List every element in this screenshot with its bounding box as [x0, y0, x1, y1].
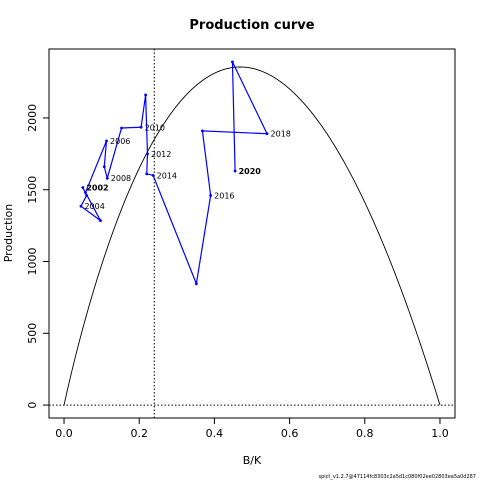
- chart-title: Production curve: [189, 18, 314, 33]
- series-point: [231, 60, 234, 64]
- x-tick-label: 0.4: [206, 427, 224, 440]
- point-year-label: 2010: [145, 123, 165, 132]
- production-curve-line: [63, 66, 441, 406]
- y-tick-label: 500: [26, 323, 39, 344]
- axes-layer: 0.0 0.2 0.4 0.6 0.8 1.0 0 500 1000 1500 2000: [26, 104, 449, 440]
- series-point: [102, 165, 106, 169]
- x-tick-label: 1.0: [431, 427, 449, 440]
- series-point: [120, 126, 123, 130]
- series-point: [99, 219, 102, 222]
- reference-lines: [49, 49, 455, 418]
- series-point: [79, 204, 83, 208]
- series-line: [80, 61, 269, 286]
- series-point: [105, 139, 108, 143]
- series-point: [194, 282, 198, 286]
- series-point: [151, 173, 155, 177]
- y-tick-label: 2000: [26, 104, 39, 132]
- series-point: [146, 152, 149, 156]
- series-point: [233, 169, 237, 173]
- series-point: [200, 129, 204, 133]
- series-point: [81, 186, 85, 189]
- series-point: [265, 132, 269, 136]
- point-year-label: 2008: [111, 174, 131, 183]
- series-point: [209, 194, 213, 197]
- y-tick-label: 0: [26, 402, 39, 409]
- point-year-label: 2006: [110, 137, 130, 146]
- point-year-label: 2014: [157, 171, 177, 180]
- point-year-label: 2002: [86, 184, 108, 193]
- series-point: [105, 176, 109, 180]
- point-year-label: 2018: [271, 130, 291, 139]
- series-point: [139, 125, 143, 129]
- version-footer: spict_v1.2.7@47114fc8303c2a5d1c080f02ee0…: [319, 474, 477, 480]
- x-tick-label: 0.6: [281, 427, 299, 440]
- x-tick-label: 0.2: [130, 427, 148, 440]
- series-point: [144, 93, 148, 97]
- series-point: [84, 191, 87, 194]
- x-axis-label: B/K: [243, 454, 262, 467]
- point-year-label: 2004: [84, 202, 104, 211]
- series-layer: 2002 2004 2006 2008 2010 2012 2014 2016 2018 2020: [79, 60, 291, 286]
- point-year-label: 2012: [151, 150, 171, 159]
- x-tick-label: 0.0: [55, 427, 73, 440]
- plot-frame: [48, 48, 456, 419]
- point-year-label: 2016: [214, 191, 234, 200]
- series-point: [85, 194, 88, 197]
- point-year-label: 2020: [239, 167, 262, 176]
- production-curve-layer: [63, 66, 441, 406]
- x-tick-label: 0.8: [356, 427, 374, 440]
- y-tick-label: 1000: [26, 247, 39, 275]
- series-point: [145, 172, 149, 176]
- y-axis-label: Production: [2, 204, 15, 263]
- y-tick-label: 1500: [26, 176, 39, 204]
